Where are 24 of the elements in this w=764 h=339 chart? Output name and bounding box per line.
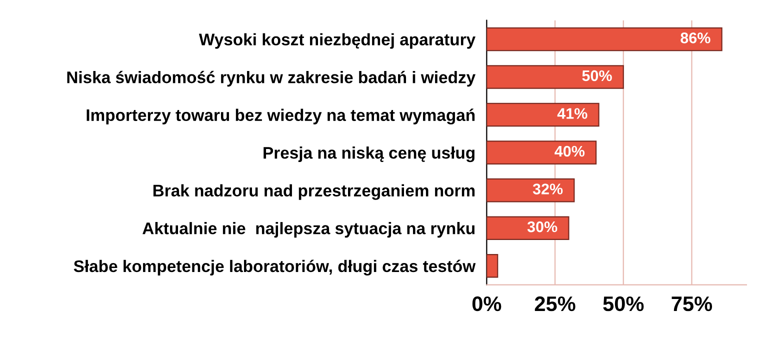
data-label: 41%: [557, 108, 588, 119]
data-label: 40%: [554, 146, 585, 157]
bar: [486, 178, 575, 202]
bar: [486, 254, 498, 278]
y-tick-label: Słabe kompetencje laboratoriów, długi czas testów: [74, 260, 476, 276]
y-tick-label: Wysoki koszt niezbędnej aparatury: [198, 33, 476, 49]
y-tick-label: Presja na niską cenę usług: [264, 146, 474, 162]
bar: [486, 140, 597, 164]
y-tick-label: Importerzy towaru bez wiedzy na temat wymagań: [86, 108, 475, 124]
y-tick-label: Brak nadzoru nad przestrzeganiem norm: [153, 184, 475, 200]
y-tick-label: Niska świadomość rynku w zakresie badań i wiedzy: [67, 70, 476, 87]
x-tick-label: 50%: [603, 296, 644, 312]
bar: [486, 27, 722, 52]
data-label: 86%: [680, 32, 710, 44]
bar: [486, 65, 624, 89]
data-label: 32%: [532, 184, 563, 194]
bar: [486, 102, 600, 127]
x-tick-label: 0%: [472, 296, 502, 312]
bar: [486, 216, 570, 240]
y-tick-label: Aktualnie nie najlepsza sytuacja na rynku: [142, 222, 474, 238]
data-label: 30%: [527, 221, 558, 232]
data-label: 50%: [582, 70, 612, 82]
x-tick-label: 25%: [534, 296, 576, 312]
x-tick-label: 75%: [672, 296, 712, 312]
